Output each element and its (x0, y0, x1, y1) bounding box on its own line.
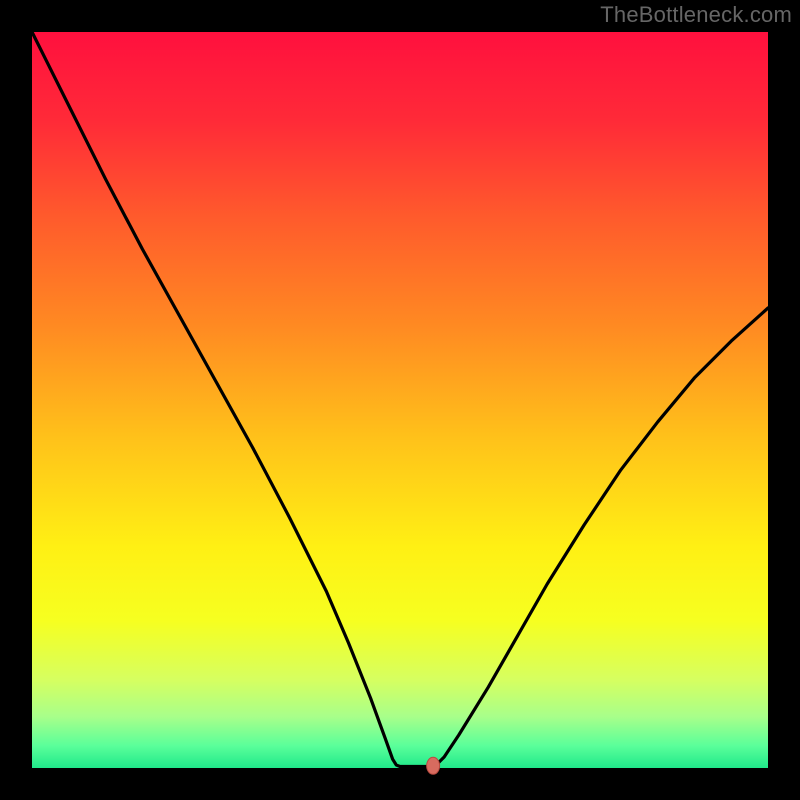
chart-gradient-bg (32, 32, 768, 768)
chart-frame: TheBottleneck.com (0, 0, 800, 800)
watermark-text: TheBottleneck.com (600, 2, 792, 28)
optimum-marker (427, 757, 440, 774)
bottleneck-chart (0, 0, 800, 800)
